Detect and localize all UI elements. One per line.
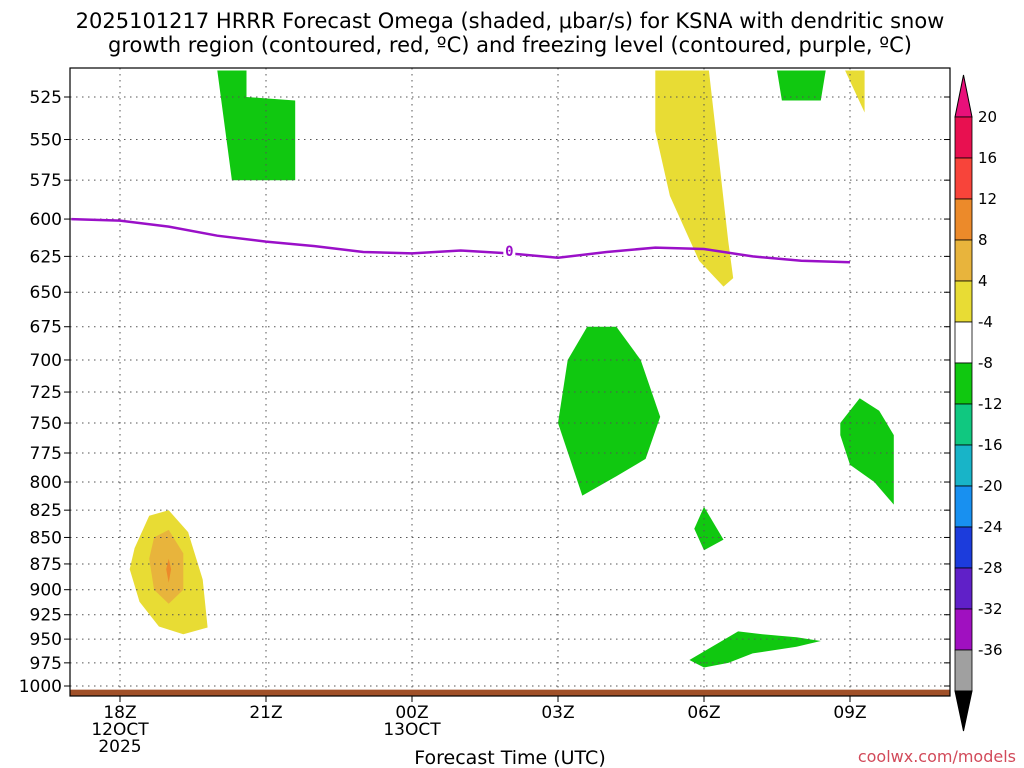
gridlines [70, 68, 950, 696]
colorbar-bottom-arrow [954, 690, 973, 732]
y-tick-label: 825 [30, 501, 62, 521]
colorbar-tick-label: 4 [978, 272, 988, 290]
colorbar-bin [954, 526, 973, 569]
colorbar-tick-label: -12 [978, 395, 1003, 413]
colorbar-top-arrow [954, 74, 973, 118]
x-tick-label: 13OCT [383, 720, 441, 740]
x-tick-label: 2025 [98, 737, 141, 757]
colorbar-tick-label: -16 [978, 436, 1003, 454]
colorbar-bin [954, 280, 973, 323]
shaded-regions [129, 70, 894, 668]
credit-text: coolwx.com/models [858, 747, 1016, 766]
chart-title-line2: growth region (contoured, red, ºC) and f… [108, 33, 912, 57]
y-tick-label: 950 [30, 630, 62, 650]
colorbar-bin [954, 608, 973, 651]
omega-region-green-right-middle [840, 398, 894, 505]
omega-region-green-middle [558, 326, 661, 496]
surface-band [70, 689, 950, 696]
y-tick-label: 900 [30, 581, 62, 601]
colorbar-bin [954, 362, 973, 405]
colorbar: 20 16 12 8 4 -4 -8 -12 -16 -20 -24 -28 -32 -36 [954, 74, 1003, 732]
y-tick-label: 875 [30, 555, 62, 575]
y-tick-label: 650 [30, 283, 62, 303]
omega-region-green-top-right [777, 70, 826, 101]
colorbar-tick-label: 16 [978, 149, 997, 167]
y-tick-label: 575 [30, 171, 62, 191]
x-tick-label: 06Z [687, 703, 720, 723]
colorbar-bin [954, 157, 973, 200]
x-tick-label: 12OCT [91, 720, 149, 740]
x-axis-title: Forecast Time (UTC) [414, 747, 605, 768]
colorbar-tick-label: -4 [978, 313, 993, 331]
chart-title-line1: 2025101217 HRRR Forecast Omega (shaded, … [76, 9, 945, 33]
colorbar-bin [954, 239, 973, 282]
freezing-level-label: 0 [505, 244, 513, 260]
surface-terrain-band [70, 689, 950, 696]
omega-region-orange-core [149, 529, 184, 604]
y-tick-label: 550 [30, 131, 62, 151]
colorbar-tick-label: -20 [978, 477, 1003, 495]
omega-region-yellow-top-corner [845, 70, 865, 113]
y-tick-label: 600 [30, 210, 62, 230]
colorbar-bin [954, 116, 973, 159]
y-tick-label: 800 [30, 473, 62, 493]
colorbar-tick-label: -24 [978, 518, 1003, 536]
colorbar-bin [954, 403, 973, 446]
x-tick-label: 18Z [103, 703, 136, 723]
colorbar-bin [954, 485, 973, 528]
omega-region-green-top-left [217, 70, 296, 181]
y-tick-label: 725 [30, 383, 62, 403]
y-tick-label: 1000 [19, 677, 62, 697]
freezing-level-line [71, 217, 851, 264]
y-axis-ticks: 525 550 575 600 625 650 675 700 725 750 775 800 825 8… [19, 88, 950, 697]
y-tick-label: 700 [30, 351, 62, 371]
x-tick-label: 00Z [395, 703, 428, 723]
y-tick-label: 525 [30, 88, 62, 108]
y-tick-label: 625 [30, 247, 62, 267]
colorbar-tick-label: 20 [978, 108, 997, 126]
plot-frame [69, 67, 951, 697]
plot-area: 0 525 550 575 600 625 650 675 700 725 750 775 800 82… [19, 67, 951, 757]
x-tick-label: 21Z [249, 703, 282, 723]
y-tick-label: 975 [30, 654, 62, 674]
omega-region-green-bottom-right [689, 631, 821, 668]
y-tick-label: 925 [30, 606, 62, 626]
colorbar-tick-label: -8 [978, 354, 993, 372]
colorbar-tick-label: -32 [978, 600, 1003, 618]
y-tick-label: 675 [30, 318, 62, 338]
y-tick-label: 775 [30, 444, 62, 464]
omega-region-yellow-upper-center [655, 70, 734, 287]
colorbar-tick-label: 8 [978, 231, 988, 249]
colorbar-tick-label: -36 [978, 641, 1003, 659]
colorbar-bin [954, 567, 973, 610]
y-tick-label: 850 [30, 528, 62, 548]
omega-region-green-small-triangle [694, 506, 724, 551]
colorbar-bin [954, 321, 973, 364]
omega-region-dark-orange-center [166, 558, 172, 583]
colorbar-tick-label: 12 [978, 190, 997, 208]
contour-label-bg [503, 243, 516, 258]
colorbar-bin [954, 198, 973, 241]
y-tick-label: 750 [30, 414, 62, 434]
x-tick-label: 03Z [541, 703, 574, 723]
x-tick-label: 09Z [833, 703, 866, 723]
colorbar-bin [954, 649, 973, 692]
colorbar-tick-label: -28 [978, 559, 1003, 577]
colorbar-bin [954, 444, 973, 487]
freezing-level-contour: 0 [71, 217, 851, 264]
